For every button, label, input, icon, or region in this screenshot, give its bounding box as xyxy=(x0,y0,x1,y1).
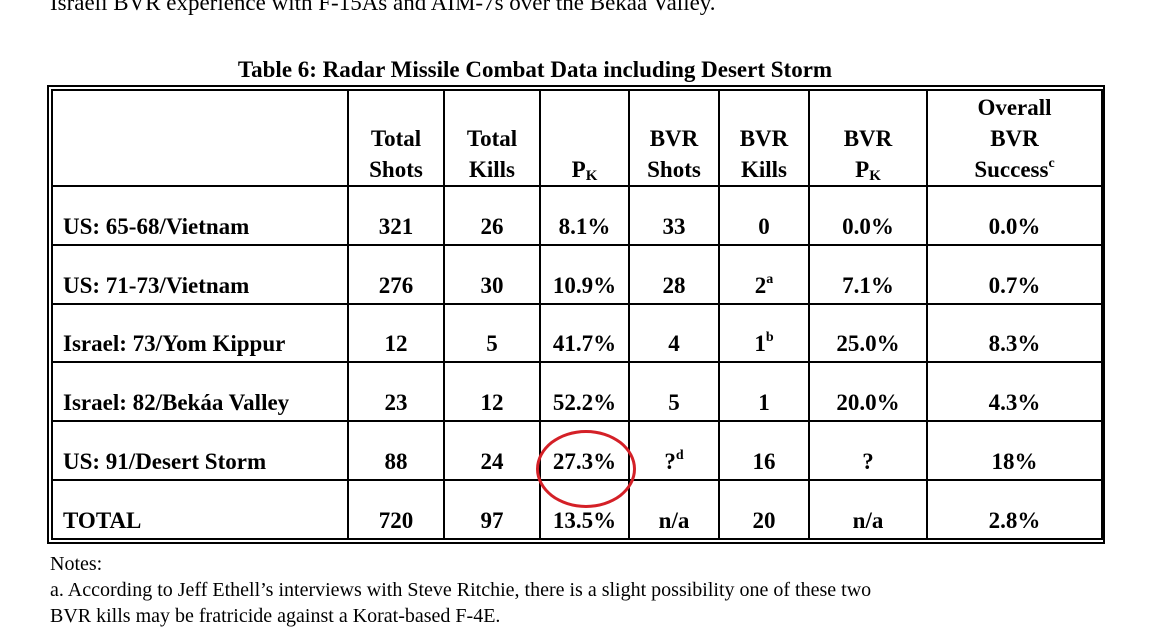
notes-heading: Notes: xyxy=(50,553,103,575)
header-bvr-shots: BVR Shots xyxy=(628,89,720,187)
header-total-kills: Total Kills xyxy=(443,89,541,187)
total-kills-cell: 97 xyxy=(443,479,541,540)
table-row: Israel: 82/Bekáa Valley 23 12 52.2% 5 1 … xyxy=(51,361,1103,423)
row-label: Israel: 73/Yom Kippur xyxy=(51,302,349,364)
table-row: Israel: 73/Yom Kippur 12 5 41.7% 4 1b 25… xyxy=(51,302,1103,364)
note-a-line-1: a. According to Jeff Ethell’s interviews… xyxy=(50,579,872,601)
overall-cell: 18% xyxy=(926,420,1103,482)
header-bvr-pk: BVR PK xyxy=(808,89,928,187)
bvr-kills-cell: 1b xyxy=(718,302,810,364)
table-row: US: 71-73/Vietnam 276 30 10.9% 28 2a 7.1… xyxy=(51,243,1103,305)
bvr-kills-cell: 1 xyxy=(718,361,810,423)
bvr-shots-cell: 33 xyxy=(628,185,720,246)
pk-cell: 41.7% xyxy=(539,302,630,364)
combat-data-table-frame: Total Shots Total Kills PK BVR Shots BVR… xyxy=(47,85,1105,544)
preceding-paragraph-line: Israeli BVR experience with F-15As and A… xyxy=(50,0,716,15)
total-kills-cell: 30 xyxy=(443,243,541,305)
bvr-pk-cell: 20.0% xyxy=(808,361,928,423)
header-total-shots: Total Shots xyxy=(347,89,445,187)
total-shots-cell: 12 xyxy=(347,302,445,364)
bvr-pk-cell: n/a xyxy=(808,479,928,540)
bvr-kills-cell: 2a xyxy=(718,243,810,305)
bvr-shots-cell: ?d xyxy=(628,420,720,482)
bvr-pk-cell: 0.0% xyxy=(808,185,928,246)
combat-data-table: Total Shots Total Kills PK BVR Shots BVR… xyxy=(51,89,1103,540)
overall-cell: 2.8% xyxy=(926,479,1103,540)
pk-cell: 8.1% xyxy=(539,185,630,246)
total-kills-cell: 26 xyxy=(443,185,541,246)
bvr-kills-cell: 0 xyxy=(718,185,810,246)
total-shots-cell: 23 xyxy=(347,361,445,423)
bvr-shots-cell: 5 xyxy=(628,361,720,423)
total-kills-cell: 5 xyxy=(443,302,541,364)
overall-cell: 8.3% xyxy=(926,302,1103,364)
pk-cell: 10.9% xyxy=(539,243,630,305)
bvr-shots-cell: 4 xyxy=(628,302,720,364)
header-bvr-kills: BVR Kills xyxy=(718,89,810,187)
table-title: Table 6: Radar Missile Combat Data inclu… xyxy=(237,57,833,82)
row-label: TOTAL xyxy=(51,479,349,540)
table-row: US: 65-68/Vietnam 321 26 8.1% 33 0 0.0% … xyxy=(51,185,1103,246)
total-kills-cell: 24 xyxy=(443,420,541,482)
pk-cell: 52.2% xyxy=(539,361,630,423)
bvr-shots-cell: n/a xyxy=(628,479,720,540)
table-row-total: TOTAL 720 97 13.5% n/a 20 n/a 2.8% xyxy=(51,479,1103,540)
overall-cell: 0.7% xyxy=(926,243,1103,305)
row-label: US: 91/Desert Storm xyxy=(51,420,349,482)
bvr-shots-cell: 28 xyxy=(628,243,720,305)
red-highlight-circle xyxy=(536,430,636,508)
header-blank-cell xyxy=(51,89,349,187)
total-shots-cell: 88 xyxy=(347,420,445,482)
row-label: Israel: 82/Bekáa Valley xyxy=(51,361,349,423)
note-a-line-2: BVR kills may be fratricide against a Ko… xyxy=(50,605,501,627)
overall-cell: 4.3% xyxy=(926,361,1103,423)
total-shots-cell: 720 xyxy=(347,479,445,540)
overall-cell: 0.0% xyxy=(926,185,1103,246)
total-kills-cell: 12 xyxy=(443,361,541,423)
notes-section: Notes: a. According to Jeff Ethell’s int… xyxy=(50,551,871,629)
header-pk: PK xyxy=(539,89,630,187)
total-shots-cell: 276 xyxy=(347,243,445,305)
bvr-pk-cell: ? xyxy=(808,420,928,482)
total-shots-cell: 321 xyxy=(347,185,445,246)
bvr-kills-cell: 20 xyxy=(718,479,810,540)
header-overall-bvr-success: Overall BVR Successc xyxy=(926,89,1103,187)
row-label: US: 71-73/Vietnam xyxy=(51,243,349,305)
bvr-kills-cell: 16 xyxy=(718,420,810,482)
bvr-pk-cell: 25.0% xyxy=(808,302,928,364)
header-row: Total Shots Total Kills PK BVR Shots BVR… xyxy=(51,89,1103,187)
row-label: US: 65-68/Vietnam xyxy=(51,185,349,246)
bvr-pk-cell: 7.1% xyxy=(808,243,928,305)
